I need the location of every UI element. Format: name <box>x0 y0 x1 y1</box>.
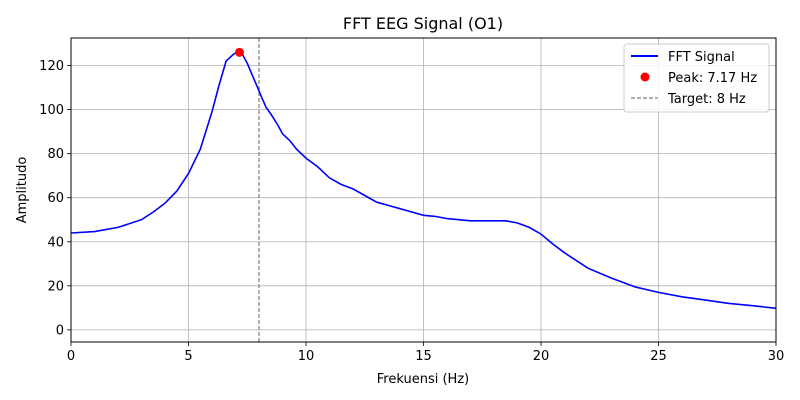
x-axis-label: Frekuensi (Hz) <box>377 372 469 387</box>
legend-fft-label: FFT Signal <box>668 50 735 65</box>
y-tick-label: 80 <box>47 147 64 162</box>
legend-peak-label: Peak: 7.17 Hz <box>668 71 757 86</box>
peak-point <box>234 47 244 57</box>
fft-signal-line <box>70 51 777 310</box>
plot-frame <box>70 37 777 343</box>
y-tick-label: 0 <box>56 323 64 338</box>
x-tick-label: 10 <box>298 349 315 364</box>
y-axis-ticks: 0 20 40 60 80 100 120 <box>39 59 71 338</box>
legend: FFT Signal Peak: 7.17 Hz Target: 8 Hz <box>623 43 770 113</box>
y-tick-label: 60 <box>47 191 64 206</box>
legend-box <box>623 43 770 113</box>
y-tick-label: 20 <box>47 279 64 294</box>
legend-target-label: Target: 8 Hz <box>667 92 746 107</box>
x-tick-label: 30 <box>768 349 785 364</box>
x-tick-label: 25 <box>650 349 667 364</box>
x-tick-label: 0 <box>67 349 75 364</box>
y-axis-label: Amplitudo <box>15 157 30 224</box>
x-tick-label: 5 <box>184 349 192 364</box>
y-tick-label: 40 <box>47 235 64 250</box>
y-tick-label: 120 <box>39 59 64 74</box>
chart-title: FFT EEG Signal (O1) <box>343 14 503 33</box>
x-tick-label: 20 <box>533 349 550 364</box>
x-axis-ticks: 0 5 10 15 20 25 30 <box>67 342 784 364</box>
y-tick-label: 100 <box>39 103 64 118</box>
legend-peak-swatch <box>640 72 650 82</box>
x-tick-label: 15 <box>415 349 432 364</box>
